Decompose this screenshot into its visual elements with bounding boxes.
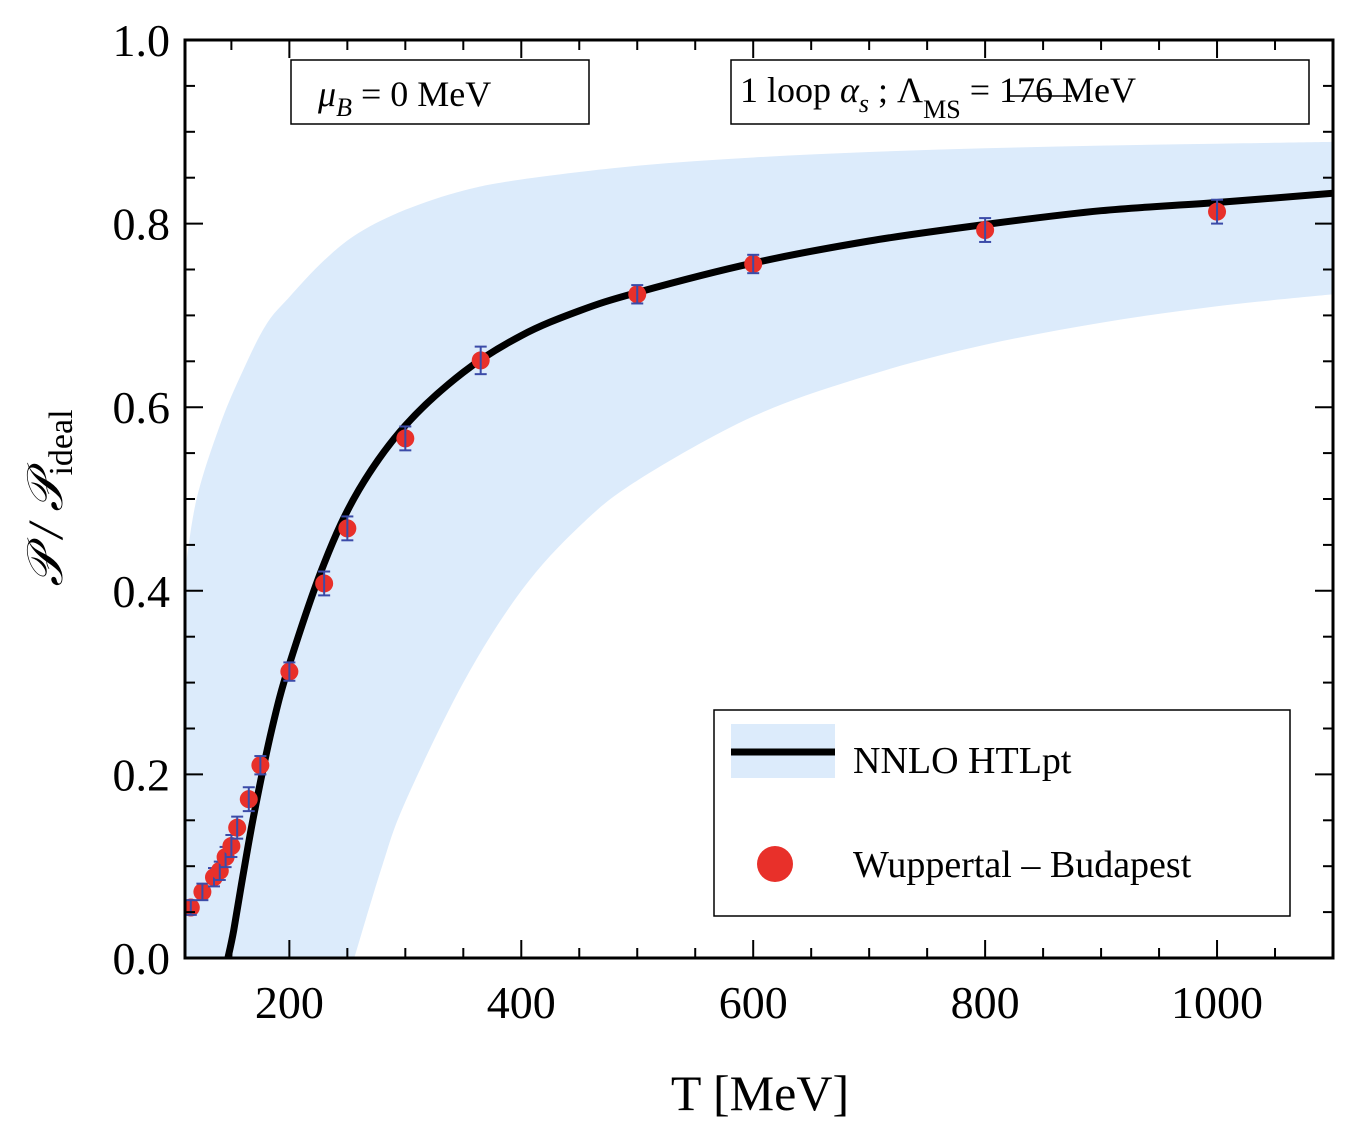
- data-point: [239, 786, 258, 813]
- x-axis-title: T [MeV]: [671, 1065, 849, 1121]
- x-tick-label: 1000: [1171, 977, 1263, 1028]
- annotation-mu-box: μB = 0 MeV: [290, 59, 590, 125]
- data-point: [1208, 198, 1227, 225]
- data-point: [396, 425, 415, 452]
- data-point: [744, 253, 763, 275]
- y-tick-label: 0.4: [113, 566, 171, 617]
- y-tick-label: 1.0: [113, 15, 171, 66]
- band-area: [185, 141, 1333, 958]
- x-tick-label: 600: [719, 977, 788, 1028]
- data-point: [228, 815, 247, 840]
- data-point: [251, 755, 270, 776]
- data-point: [280, 661, 299, 682]
- x-tick-label: 200: [255, 977, 324, 1028]
- uncertainty-band: [185, 141, 1333, 958]
- y-tick-label: 0.6: [113, 382, 171, 433]
- data-point: [338, 515, 357, 542]
- data-point: [976, 217, 995, 243]
- lattice-data-points: [185, 198, 1227, 917]
- x-tick-label: 400: [487, 977, 556, 1028]
- plot-frame: [183, 38, 1335, 960]
- annotation-loop-text: 1 loop αs ; ΛMS = 176 MeV: [740, 70, 1136, 124]
- legend: NNLO HTLpt Wuppertal – Budapest: [713, 709, 1291, 917]
- data-point: [628, 284, 647, 305]
- y-tick-label: 0.8: [113, 199, 171, 250]
- data-point: [471, 345, 490, 376]
- annotation-loop-box: 1 loop αs ; ΛMS = 176 MeV: [730, 59, 1310, 125]
- svg-text:𝒫 / 𝒫ideal: 𝒫 / 𝒫ideal: [17, 409, 80, 586]
- data-point: [315, 570, 334, 597]
- y-axis-title: 𝒫 / 𝒫ideal: [17, 409, 80, 586]
- legend-point-swatch: [757, 846, 793, 882]
- data-point: [193, 882, 212, 902]
- x-tick-label: 800: [951, 977, 1020, 1028]
- legend-label-wb: Wuppertal – Budapest: [853, 844, 1192, 886]
- y-tick-label: 0.0: [113, 933, 171, 984]
- axis-tick-labels: 200 400 600 800 1000 0.0 0.2 0.4 0.6 0.8 1.0: [113, 15, 1264, 1028]
- legend-label-nnlo: NNLO HTLpt: [853, 740, 1072, 782]
- y-tick-label: 0.2: [113, 749, 171, 800]
- annotation-mu-text: μB = 0 MeV: [317, 74, 491, 122]
- axis-ticks: [185, 39, 1334, 959]
